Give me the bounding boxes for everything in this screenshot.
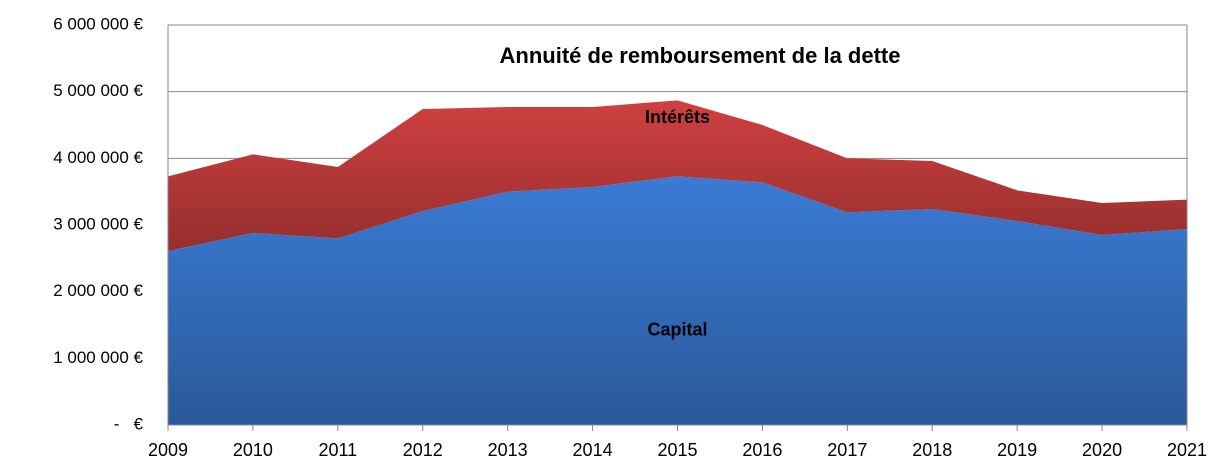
y-tick-label: 1 000 000 € [53,348,143,367]
x-tick-label: 2021 [1167,440,1207,460]
y-tick-label: - € [114,414,144,433]
x-tick-label: 2015 [657,440,697,460]
y-tick-label: 2 000 000 € [53,281,143,300]
area [168,176,1187,425]
y-tick-label: 6 000 000 € [53,14,143,33]
series-label: Capital [647,319,707,339]
x-tick-label: 2017 [827,440,867,460]
x-tick-label: 2016 [742,440,782,460]
x-tick-label: 2010 [233,440,273,460]
area [168,100,1187,251]
x-tick-label: 2014 [573,440,613,460]
x-tick-label: 2019 [997,440,1037,460]
x-tick-label: 2020 [1082,440,1122,460]
y-tick-label: 4 000 000 € [53,148,143,167]
x-tick-label: 2011 [318,440,357,460]
chart-title: Annuité de remboursement de la dette [500,43,901,68]
x-tick-label: 2009 [148,440,188,460]
x-tick-label: 2018 [912,440,952,460]
series-label: Intérêts [645,107,710,127]
y-tick-label: 3 000 000 € [53,214,143,233]
x-tick-label: 2012 [403,440,443,460]
y-tick-label: 5 000 000 € [53,81,143,100]
x-tick-label: 2013 [488,440,528,460]
